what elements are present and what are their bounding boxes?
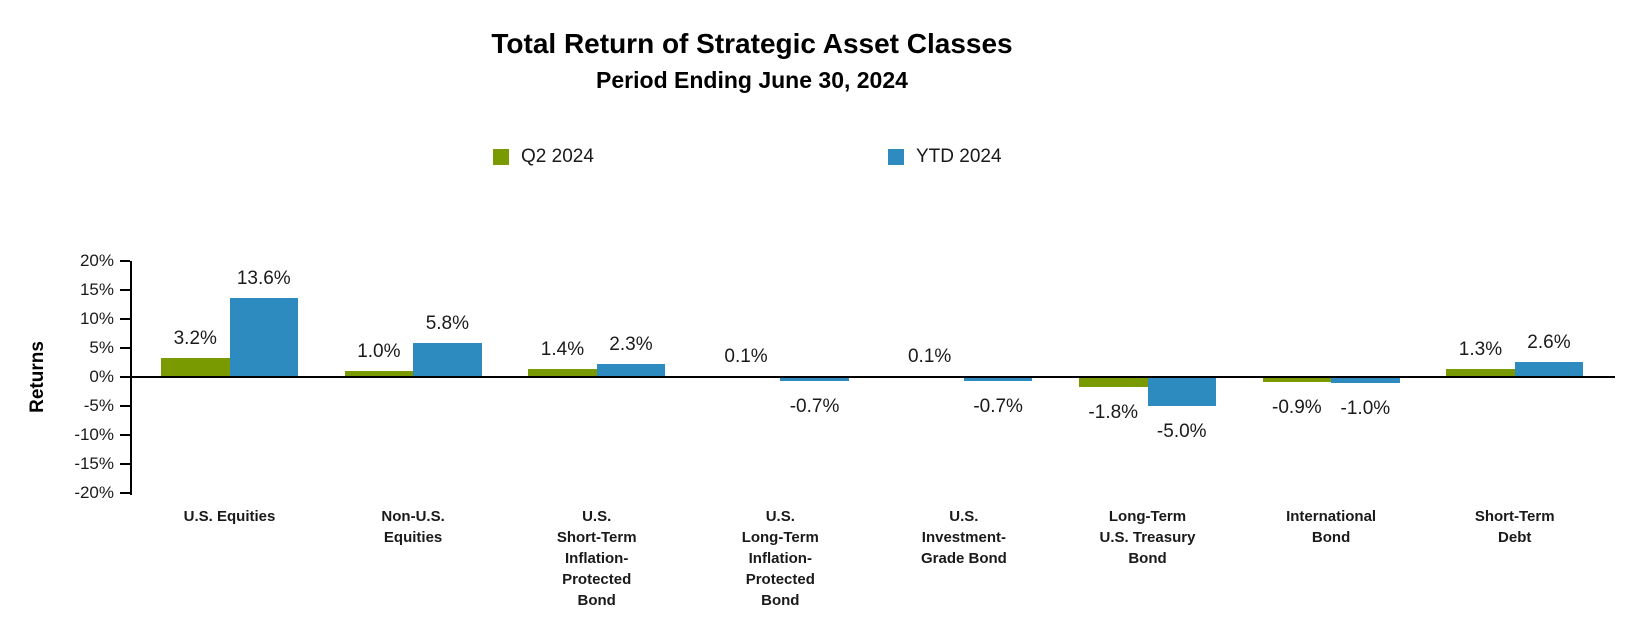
bar-value-label: -5.0%: [1156, 421, 1207, 442]
y-axis-tick-label: -20%: [74, 483, 114, 502]
zero-baseline: [130, 376, 1615, 378]
y-axis-tick-label: 10%: [79, 309, 114, 328]
y-axis-title: Returns: [27, 341, 48, 413]
y-axis-tick-label: 20%: [79, 251, 114, 270]
bar-value-label: 5.8%: [425, 313, 469, 335]
bar-value-label: 2.3%: [609, 333, 653, 355]
legend-item-ytd-2024: YTD 2024: [888, 146, 1002, 168]
category-label-2: U.S. Short-Term Inflation- Protected Bond: [556, 508, 637, 609]
legend-label-q2-2024: Q2 2024: [521, 146, 594, 167]
bar-q2-0: [161, 358, 230, 377]
category-label-4: U.S. Investment- Grade Bond: [920, 508, 1007, 567]
bar-q2-6: [1262, 377, 1332, 383]
bar-ytd-1: [413, 343, 482, 377]
y-axis-tick-label: 5%: [89, 338, 114, 357]
y-axis-tick: [120, 260, 130, 262]
y-axis-tick-label: 0%: [89, 367, 114, 386]
bar-q2-5: [1079, 377, 1148, 388]
bar-value-label: 0.1%: [724, 346, 768, 368]
bar-value-label: 1.3%: [1458, 339, 1503, 361]
y-axis-tick-label: -10%: [74, 425, 114, 444]
y-axis-tick: [120, 405, 130, 407]
y-axis-tick: [120, 318, 130, 320]
bar-ytd-4: [963, 377, 1033, 382]
bar-value-label: -1.8%: [1088, 402, 1139, 424]
bar-value-label: 2.6%: [1527, 331, 1571, 353]
y-axis-tick: [120, 463, 130, 465]
bar-value-label: 3.2%: [173, 328, 217, 350]
chart-title: Total Return of Strategic Asset Classes: [491, 28, 1013, 59]
y-axis-tick-label: -15%: [74, 454, 114, 473]
bar-q2-1: [344, 371, 414, 377]
bar-ytd-7: [1514, 361, 1584, 377]
bar-ytd-2: [596, 363, 666, 377]
category-label-7: Short-Term Debt: [1474, 508, 1555, 546]
y-axis-tick-label: 15%: [79, 280, 114, 299]
y-axis-tick: [120, 492, 130, 494]
bar-value-label: 0.1%: [907, 346, 952, 368]
bar-value-label: 1.0%: [357, 341, 401, 363]
category-label-6: International Bond: [1286, 508, 1377, 546]
bar-ytd-5: [1147, 377, 1216, 406]
bar-q2-7: [1446, 369, 1515, 377]
category-label-3: U.S. Long-Term Inflation- Protected Bond: [741, 508, 819, 609]
bar-value-label: 1.4%: [540, 338, 585, 360]
category-label-0: U.S. Equities: [183, 508, 276, 525]
bar-value-label: -1.0%: [1340, 397, 1391, 419]
q2-2024-swatch-icon: [493, 149, 509, 165]
y-axis-tick: [120, 347, 130, 349]
bar-value-label: -0.7%: [973, 396, 1023, 418]
bar-ytd-3: [780, 377, 849, 382]
bar-value-label: -0.7%: [789, 396, 840, 418]
bar-ytd-6: [1331, 377, 1400, 383]
y-axis-tick: [120, 289, 130, 291]
chart-subtitle: Period Ending June 30, 2024: [596, 67, 908, 93]
bar-q2-2: [528, 368, 597, 377]
bar-value-label: -0.9%: [1272, 397, 1322, 419]
y-axis-tick: [120, 434, 130, 436]
y-axis-line: [130, 261, 132, 495]
legend-item-q2-2024: Q2 2024: [493, 146, 594, 168]
category-label-5: Long-Term U.S. Treasury Bond: [1099, 508, 1196, 567]
y-axis-tick-label: -5%: [83, 396, 114, 415]
legend-label-ytd-2024: YTD 2024: [916, 146, 1002, 167]
y-axis-tick: [120, 376, 130, 378]
bar-ytd-0: [229, 298, 298, 377]
bar-value-label: 13.6%: [236, 268, 291, 290]
category-label-1: Non-U.S. Equities: [381, 508, 445, 546]
ytd-2024-swatch-icon: [888, 149, 904, 165]
